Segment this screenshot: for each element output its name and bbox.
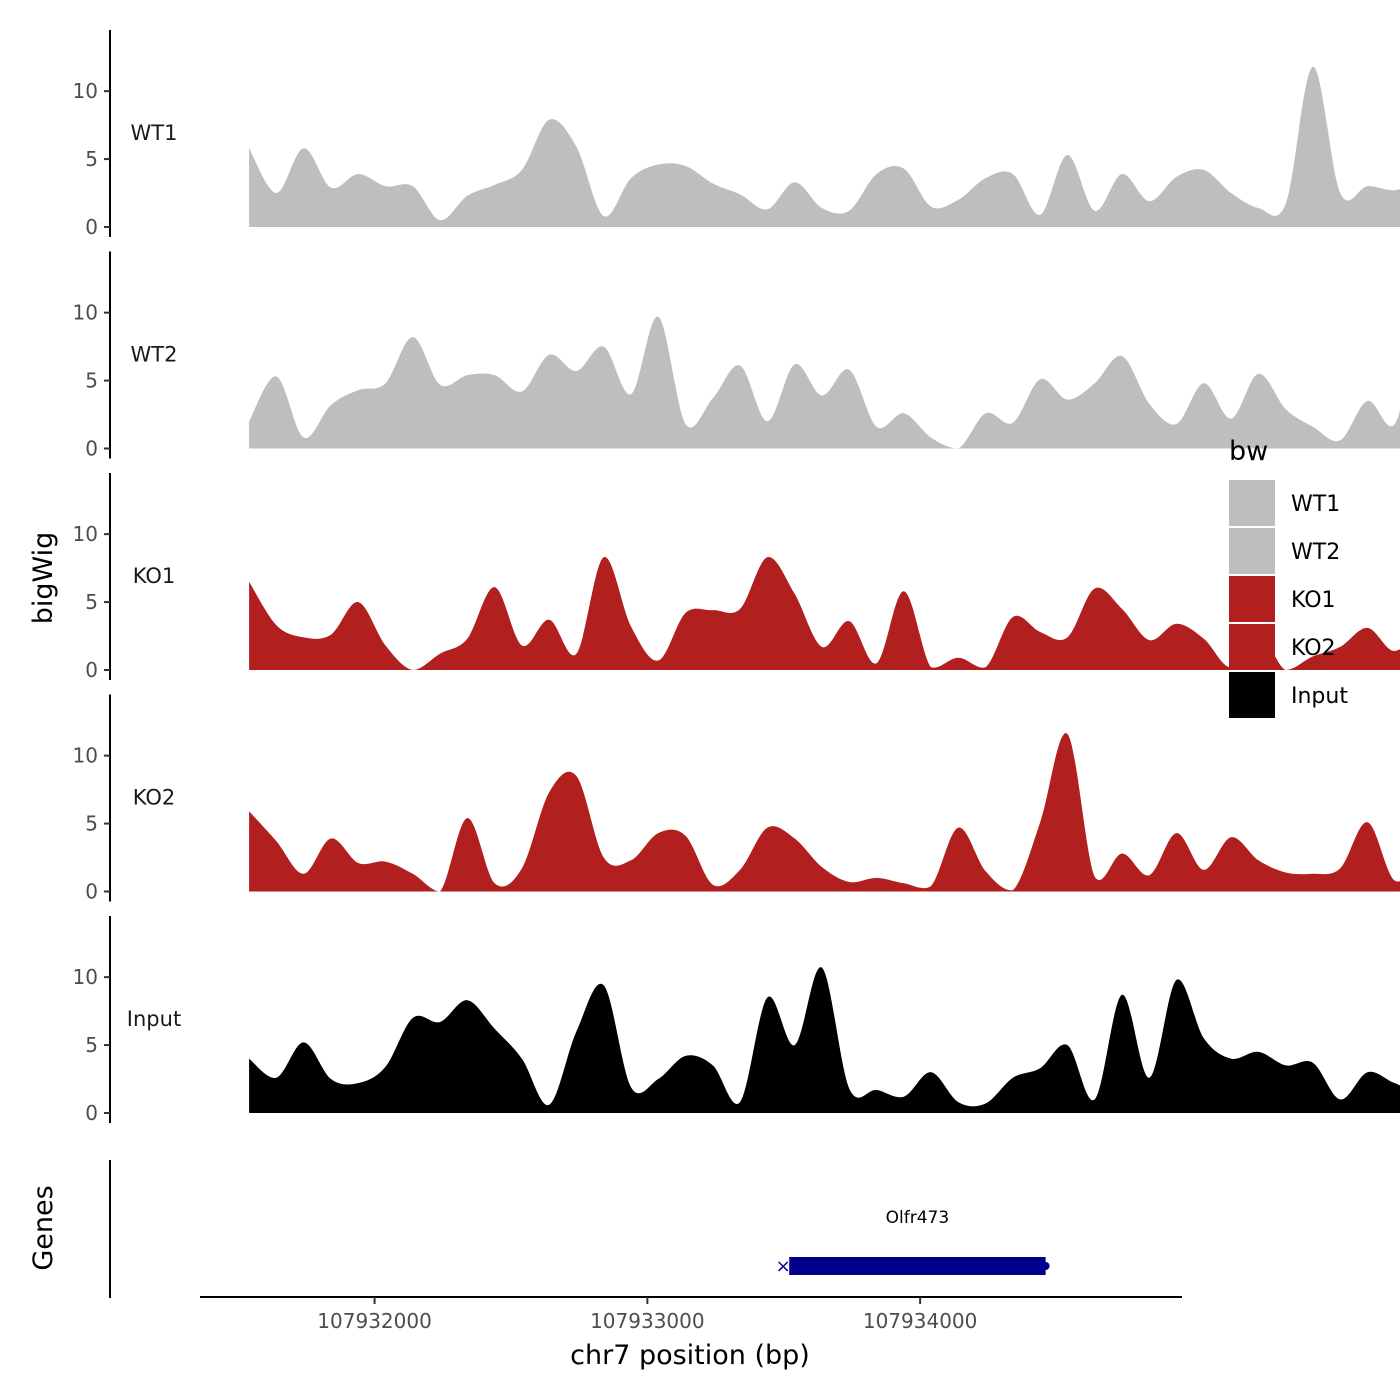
x-tick-label: 107932000 bbox=[317, 1309, 432, 1333]
track-panel-wt1: 0 5 10 WT1 bbox=[73, 30, 1400, 239]
track-label: WT2 bbox=[131, 343, 178, 367]
legend-label: Input bbox=[1291, 684, 1348, 709]
coverage-area-input bbox=[249, 967, 1400, 1113]
genes-track: Genes × Olfr473 bbox=[28, 1160, 1050, 1298]
y-tick-label: 10 bbox=[73, 522, 98, 546]
gene-end-marker bbox=[1041, 1262, 1050, 1270]
x-tick-label: 107934000 bbox=[863, 1309, 978, 1333]
legend: bw WT1 WT2 KO1 KO2 Input bbox=[1229, 436, 1348, 718]
y-tick-label: 10 bbox=[73, 79, 98, 103]
gene-body bbox=[789, 1257, 1046, 1275]
y-tick-label: 10 bbox=[73, 744, 98, 768]
legend-label: WT2 bbox=[1291, 540, 1340, 565]
x-axis-title: chr7 position (bp) bbox=[570, 1340, 810, 1371]
legend-swatch bbox=[1229, 480, 1275, 526]
track-panel-wt2: 0 5 10 WT2 bbox=[73, 251, 1400, 461]
legend-label: KO1 bbox=[1291, 588, 1336, 613]
y-tick-label: 10 bbox=[73, 301, 98, 325]
track-label: Input bbox=[127, 1007, 181, 1031]
legend-label: KO2 bbox=[1291, 636, 1336, 661]
genes-track-title: Genes bbox=[28, 1185, 59, 1270]
y-tick-label: 0 bbox=[85, 437, 98, 461]
y-tick-label: 0 bbox=[85, 658, 98, 682]
y-tick-label: 0 bbox=[85, 215, 98, 239]
legend-swatch bbox=[1229, 528, 1275, 574]
track-panel-input: 0 5 10 Input bbox=[73, 916, 1400, 1125]
legend-swatch bbox=[1229, 624, 1275, 670]
track-panel-ko1: 0 5 10 KO1 bbox=[73, 473, 1400, 682]
coverage-area-ko1 bbox=[249, 557, 1400, 670]
track-panel-ko2: 0 5 10 KO2 bbox=[73, 694, 1400, 904]
legend-label: WT1 bbox=[1291, 492, 1340, 517]
y-tick-label: 5 bbox=[85, 369, 98, 393]
coverage-tracks: 0 5 10 WT1 0 5 10 WT2 0 5 10 KO1 0 5 10 KO2 0 5 10 Input bbox=[73, 30, 1400, 1125]
gene-label: Olfr473 bbox=[886, 1208, 950, 1228]
track-label: KO2 bbox=[133, 786, 176, 810]
coverage-area-wt1 bbox=[249, 66, 1400, 227]
y-tick-label: 5 bbox=[85, 590, 98, 614]
legend-swatch bbox=[1229, 576, 1275, 622]
y-tick-label: 0 bbox=[85, 1101, 98, 1125]
track-label: WT1 bbox=[131, 121, 178, 145]
x-tick-label: 107933000 bbox=[590, 1309, 705, 1333]
x-axis: 107932000 107933000 107934000 bbox=[200, 1296, 1182, 1333]
y-tick-label: 5 bbox=[85, 1033, 98, 1057]
coverage-area-wt2 bbox=[249, 316, 1400, 449]
y-tick-label: 5 bbox=[85, 147, 98, 171]
gene-strand-marker: × bbox=[776, 1256, 791, 1277]
y-axis-title: bigWig bbox=[28, 532, 59, 625]
y-tick-label: 5 bbox=[85, 812, 98, 836]
legend-title: bw bbox=[1229, 436, 1268, 467]
y-tick-label: 0 bbox=[85, 880, 98, 904]
legend-swatch bbox=[1229, 672, 1275, 718]
track-label: KO1 bbox=[133, 564, 176, 588]
coverage-area-ko2 bbox=[249, 733, 1400, 892]
y-tick-label: 10 bbox=[73, 965, 98, 989]
gene-marks: × Olfr473 bbox=[776, 1208, 1050, 1277]
